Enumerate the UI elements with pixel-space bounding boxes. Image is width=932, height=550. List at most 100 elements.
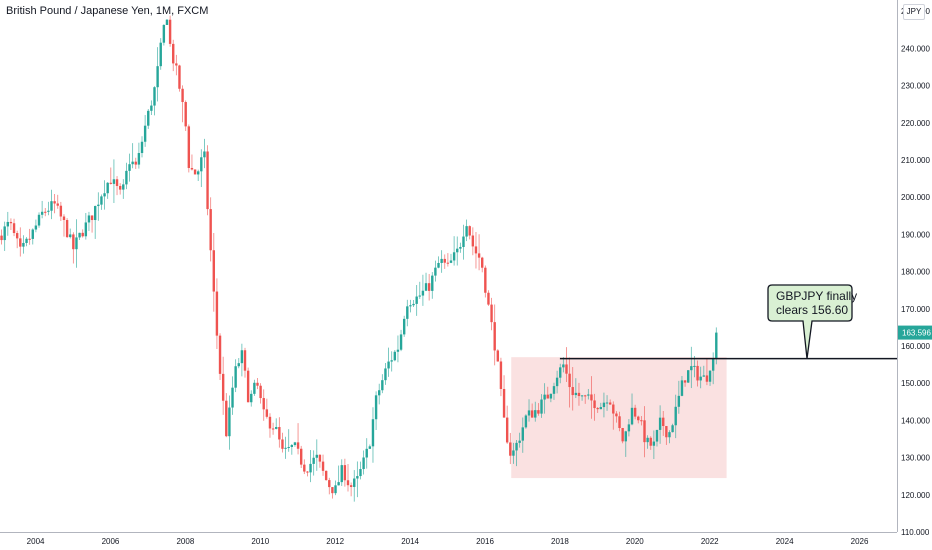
candle-body bbox=[671, 425, 674, 433]
candle-body bbox=[702, 375, 706, 377]
candle-body bbox=[147, 110, 150, 126]
candle-body bbox=[262, 398, 265, 410]
candle-body bbox=[131, 161, 134, 165]
candle-body bbox=[125, 170, 128, 185]
y-tick-label: 170.000 bbox=[901, 305, 930, 314]
candle-body bbox=[440, 258, 443, 263]
candle-body bbox=[246, 370, 250, 403]
candle-body bbox=[15, 233, 19, 239]
candle-body bbox=[259, 385, 262, 399]
candle-body bbox=[459, 246, 462, 249]
candle-body bbox=[378, 390, 381, 396]
candle-body bbox=[212, 250, 215, 292]
candle-body bbox=[608, 402, 612, 405]
y-tick-label: 200.000 bbox=[901, 193, 930, 202]
candle-body bbox=[693, 365, 696, 367]
candle-body bbox=[605, 402, 609, 404]
candle-body bbox=[415, 296, 418, 304]
candle-body bbox=[362, 457, 365, 470]
candle-body bbox=[633, 407, 637, 417]
candle-body bbox=[37, 214, 41, 226]
candle-body bbox=[240, 350, 244, 364]
candle-body bbox=[62, 216, 66, 220]
price-axis[interactable]: 110.000 120.000 130.000 140.000 150.000 160.0… bbox=[901, 7, 930, 537]
y-tick-label: 220.000 bbox=[901, 119, 930, 128]
candle-body bbox=[396, 349, 400, 352]
candle-body bbox=[250, 393, 253, 403]
time-axis[interactable]: 2004 2006 2008 2010 2012 2014 2016 2018 2020 2022… bbox=[27, 537, 869, 546]
candle-body bbox=[172, 43, 175, 64]
candle-body bbox=[683, 380, 687, 383]
candle-body bbox=[543, 394, 546, 400]
candle-body bbox=[487, 292, 490, 305]
candle-body bbox=[515, 442, 518, 451]
callout-text-line: clears 156.60 bbox=[776, 303, 848, 317]
currency-badge[interactable]: JPY bbox=[903, 4, 925, 20]
candle-body bbox=[696, 365, 699, 381]
candle-body bbox=[374, 395, 378, 420]
candle-body bbox=[143, 125, 147, 142]
candle-body bbox=[412, 303, 415, 306]
candle-body bbox=[512, 450, 515, 456]
candle-body bbox=[446, 262, 450, 264]
candle-body bbox=[318, 454, 322, 462]
candle-body bbox=[637, 416, 640, 421]
candle-body bbox=[518, 440, 521, 443]
candle-body bbox=[599, 407, 603, 410]
candle-body bbox=[549, 393, 553, 399]
candle-body bbox=[715, 332, 718, 359]
x-tick-label: 2018 bbox=[551, 537, 569, 546]
candle-body bbox=[115, 179, 119, 186]
candle-body bbox=[84, 222, 88, 237]
candle-body bbox=[443, 258, 446, 263]
candle-body bbox=[568, 373, 571, 388]
candle-body bbox=[287, 446, 290, 448]
candle-body bbox=[293, 442, 297, 446]
candle-body bbox=[680, 380, 684, 396]
candle-body bbox=[406, 306, 409, 319]
candle-body bbox=[555, 377, 559, 387]
candle-body bbox=[175, 63, 178, 66]
candle-body bbox=[278, 427, 281, 440]
candle-body bbox=[9, 221, 13, 224]
candle-body bbox=[655, 429, 659, 442]
candle-body bbox=[321, 461, 325, 471]
candle-body bbox=[618, 416, 621, 429]
candle-body bbox=[78, 232, 81, 238]
candle-body bbox=[596, 408, 599, 410]
y-tick-label: 180.000 bbox=[901, 268, 930, 277]
x-tick-label: 2024 bbox=[776, 537, 794, 546]
candle-body bbox=[593, 400, 596, 409]
candle-body bbox=[181, 88, 184, 103]
candle-body bbox=[465, 226, 468, 237]
chart-title: British Pound / Japanese Yen, 1M, FXCM bbox=[6, 5, 209, 17]
candle-body bbox=[521, 427, 524, 441]
candle-body bbox=[187, 126, 191, 168]
candle-body bbox=[218, 335, 222, 374]
candle-body bbox=[431, 275, 434, 291]
candle-body bbox=[499, 361, 503, 389]
candle-body bbox=[437, 262, 440, 268]
x-tick-label: 2010 bbox=[251, 537, 269, 546]
candle-body bbox=[209, 209, 212, 251]
candle-body bbox=[203, 151, 206, 158]
candle-body bbox=[399, 334, 403, 350]
candle-body bbox=[587, 394, 590, 396]
candle-body bbox=[387, 361, 390, 369]
candle-body bbox=[162, 24, 166, 43]
candle-body bbox=[574, 392, 578, 396]
candle-body bbox=[490, 304, 493, 323]
candle-body bbox=[256, 382, 259, 386]
candle-body bbox=[6, 221, 10, 227]
y-tick-label: 130.000 bbox=[901, 454, 930, 463]
candle-body bbox=[584, 395, 587, 397]
candle-body bbox=[580, 395, 584, 397]
candle-body bbox=[328, 480, 331, 488]
candle-body bbox=[686, 370, 690, 383]
candle-body bbox=[50, 201, 53, 211]
callout-text-line: GBPJPY finally bbox=[776, 289, 857, 303]
candle-body bbox=[303, 464, 306, 472]
y-tick-label: 110.000 bbox=[901, 528, 930, 537]
